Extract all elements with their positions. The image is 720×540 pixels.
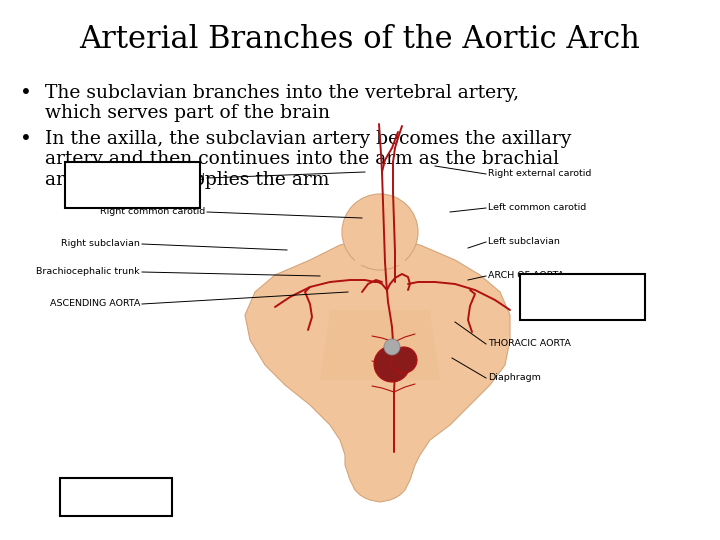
Text: •: • xyxy=(20,84,32,103)
Polygon shape xyxy=(320,310,440,380)
Text: ASCENDING AORTA: ASCENDING AORTA xyxy=(50,300,140,308)
Text: Right internal carotid: Right internal carotid xyxy=(104,173,205,183)
Bar xyxy=(60,478,172,516)
Text: Left subclavian: Left subclavian xyxy=(488,238,560,246)
Text: Right external carotid: Right external carotid xyxy=(488,170,591,179)
Polygon shape xyxy=(245,242,510,502)
Text: Diaphragm: Diaphragm xyxy=(488,374,541,382)
Circle shape xyxy=(342,194,418,270)
Circle shape xyxy=(391,347,417,373)
Bar xyxy=(520,274,645,320)
Text: The subclavian branches into the vertebral artery,: The subclavian branches into the vertebr… xyxy=(45,84,519,102)
Text: Right subclavian: Right subclavian xyxy=(61,240,140,248)
Text: ARCH OF AORTA: ARCH OF AORTA xyxy=(488,272,564,280)
Text: Left common carotid: Left common carotid xyxy=(488,204,586,213)
Circle shape xyxy=(384,339,400,355)
Text: Brachiocephalic trunk: Brachiocephalic trunk xyxy=(37,267,140,276)
Polygon shape xyxy=(355,250,405,265)
Text: Arterial Branches of the Aortic Arch: Arterial Branches of the Aortic Arch xyxy=(80,24,640,55)
Text: artery which supplies the arm: artery which supplies the arm xyxy=(45,171,329,188)
Text: •: • xyxy=(20,130,32,148)
Text: In the axilla, the subclavian artery becomes the axillary: In the axilla, the subclavian artery bec… xyxy=(45,130,571,147)
Text: Right common carotid: Right common carotid xyxy=(100,207,205,217)
Text: which serves part of the brain: which serves part of the brain xyxy=(45,104,330,122)
Text: artery and then continues into the arm as the brachial: artery and then continues into the arm a… xyxy=(45,150,559,168)
Circle shape xyxy=(374,346,410,382)
Bar xyxy=(65,162,200,208)
Text: THORACIC AORTA: THORACIC AORTA xyxy=(488,340,571,348)
